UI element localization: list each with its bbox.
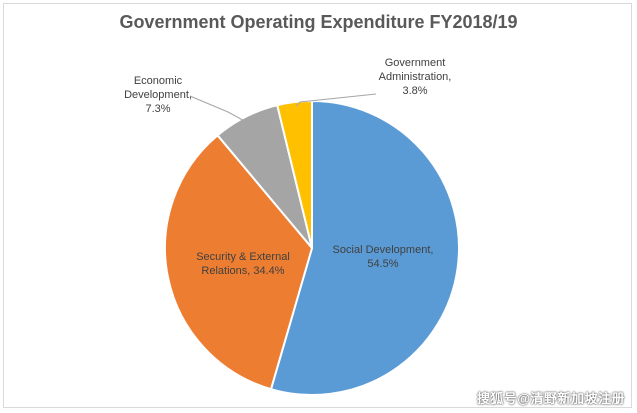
slice-label-government-administration: Government Administration, 3.8%	[378, 57, 452, 97]
source-watermark: 搜狐号@清野新加坡注册	[476, 391, 625, 406]
chart-frame	[3, 3, 632, 408]
leader-line-government-administration	[295, 93, 377, 107]
pie-slice-security-external-relations	[164, 133, 314, 391]
slice-label-security-external-relations: Security & External Relations, 34.4%	[196, 251, 290, 277]
slice-label-social-development: Social Development, 54.5%	[332, 244, 434, 270]
leader-line-economic-development	[189, 95, 251, 125]
leader-lines	[189, 93, 377, 125]
slice-label-economic-development: Economic Development, 7.3%	[124, 75, 192, 115]
chart-title: Government Operating Expenditure FY2018/…	[119, 12, 518, 32]
pie-slice-social-development	[269, 99, 460, 396]
pie-slices	[164, 99, 460, 396]
